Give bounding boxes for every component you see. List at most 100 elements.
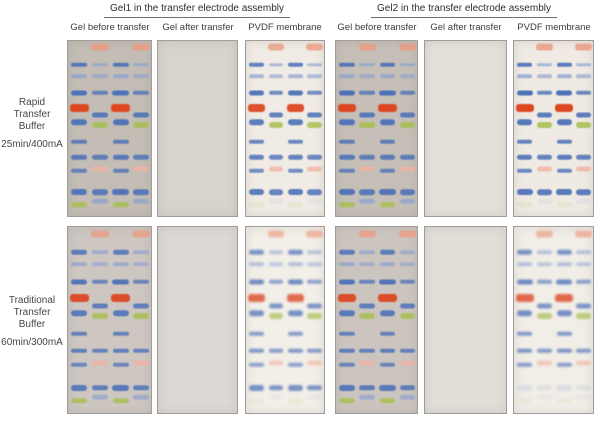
marker-band xyxy=(337,293,357,302)
marker-band xyxy=(517,74,533,78)
marker-band xyxy=(556,262,572,266)
marker-band xyxy=(92,385,108,391)
row-label-rapid-line2: Transfer Buffer xyxy=(13,108,51,132)
marker-band xyxy=(112,168,129,173)
marker-band xyxy=(133,360,149,366)
column-header-gel1-pvdf: PVDF membrane xyxy=(248,22,322,33)
marker-band xyxy=(339,201,355,208)
marker-band xyxy=(399,90,415,95)
marker-band xyxy=(132,230,150,237)
marker-band xyxy=(379,384,396,391)
marker-band xyxy=(338,279,355,285)
marker-band xyxy=(92,74,108,78)
marker-band xyxy=(556,279,573,285)
gel-photo-rapid-gel1-before xyxy=(67,40,152,217)
marker-band xyxy=(516,384,533,391)
marker-band xyxy=(536,198,552,204)
marker-band xyxy=(70,189,88,196)
gel-photo-rapid-gel2-pvdf xyxy=(513,40,594,217)
gel-photo-rapid-gel1-pvdf xyxy=(245,40,325,217)
marker-band xyxy=(112,139,129,144)
marker-band xyxy=(339,331,355,337)
marker-band xyxy=(556,74,572,78)
marker-band xyxy=(111,293,131,302)
marker-band xyxy=(267,43,285,51)
marker-band xyxy=(71,168,88,173)
marker-band xyxy=(359,74,375,78)
marker-band xyxy=(399,198,415,204)
marker-band xyxy=(536,155,552,160)
marker-band xyxy=(112,90,129,96)
marker-band xyxy=(133,166,149,172)
marker-band xyxy=(379,189,396,196)
marker-band xyxy=(92,348,108,353)
marker-band xyxy=(268,262,284,266)
marker-band xyxy=(288,262,303,266)
marker-band xyxy=(92,198,108,204)
marker-band xyxy=(379,139,396,144)
marker-band xyxy=(307,360,323,366)
marker-band xyxy=(399,166,415,172)
marker-band xyxy=(92,262,108,266)
row-label-traditional-line2: Transfer Buffer xyxy=(13,306,51,330)
marker-band xyxy=(536,166,552,172)
marker-band xyxy=(287,90,304,96)
marker-band xyxy=(249,348,264,353)
marker-band xyxy=(339,310,355,317)
marker-band xyxy=(69,103,89,112)
marker-band xyxy=(379,201,396,208)
marker-band xyxy=(133,385,149,391)
marker-band xyxy=(288,62,303,67)
marker-band xyxy=(516,90,533,96)
marker-band xyxy=(249,262,264,266)
marker-band xyxy=(576,303,591,309)
marker-band xyxy=(517,310,533,317)
marker-band xyxy=(288,139,303,144)
marker-band xyxy=(359,313,375,320)
marker-band xyxy=(112,119,129,126)
marker-band xyxy=(399,385,415,391)
marker-band xyxy=(359,394,375,400)
marker-band xyxy=(288,310,303,317)
marker-band xyxy=(268,279,284,285)
marker-band xyxy=(249,201,264,208)
marker-band xyxy=(288,348,303,353)
marker-band xyxy=(307,122,323,128)
marker-band xyxy=(536,262,552,266)
marker-band xyxy=(517,201,533,208)
marker-band xyxy=(576,62,591,67)
marker-band xyxy=(536,230,553,237)
marker-band xyxy=(556,90,573,96)
marker-band xyxy=(576,250,591,254)
marker-band xyxy=(399,250,415,254)
marker-band xyxy=(556,139,572,144)
marker-band xyxy=(517,398,533,404)
row-label-rapid-line1: Rapid xyxy=(18,97,46,108)
marker-band xyxy=(71,262,88,266)
marker-band xyxy=(307,198,323,204)
marker-band xyxy=(286,293,305,302)
marker-band xyxy=(268,303,284,309)
marker-band xyxy=(399,279,415,285)
marker-band xyxy=(339,262,355,266)
marker-band xyxy=(536,394,552,400)
marker-band xyxy=(536,279,552,285)
marker-band xyxy=(359,198,375,204)
column-header-gel2-before: Gel before transfer xyxy=(337,22,417,33)
marker-band xyxy=(399,262,415,266)
marker-band xyxy=(92,62,108,67)
marker-band xyxy=(555,103,574,112)
marker-band xyxy=(287,279,304,285)
marker-band xyxy=(248,90,265,96)
marker-band xyxy=(288,168,303,173)
marker-band xyxy=(307,303,323,309)
marker-band xyxy=(556,384,573,391)
marker-band xyxy=(92,112,108,118)
marker-band xyxy=(70,90,88,96)
marker-band xyxy=(287,189,304,196)
marker-band xyxy=(307,90,323,95)
marker-band xyxy=(111,103,131,112)
marker-band xyxy=(379,348,396,353)
gel-photo-rapid-gel2-after xyxy=(424,40,507,217)
gel-photo-trad-gel1-pvdf xyxy=(245,226,325,414)
